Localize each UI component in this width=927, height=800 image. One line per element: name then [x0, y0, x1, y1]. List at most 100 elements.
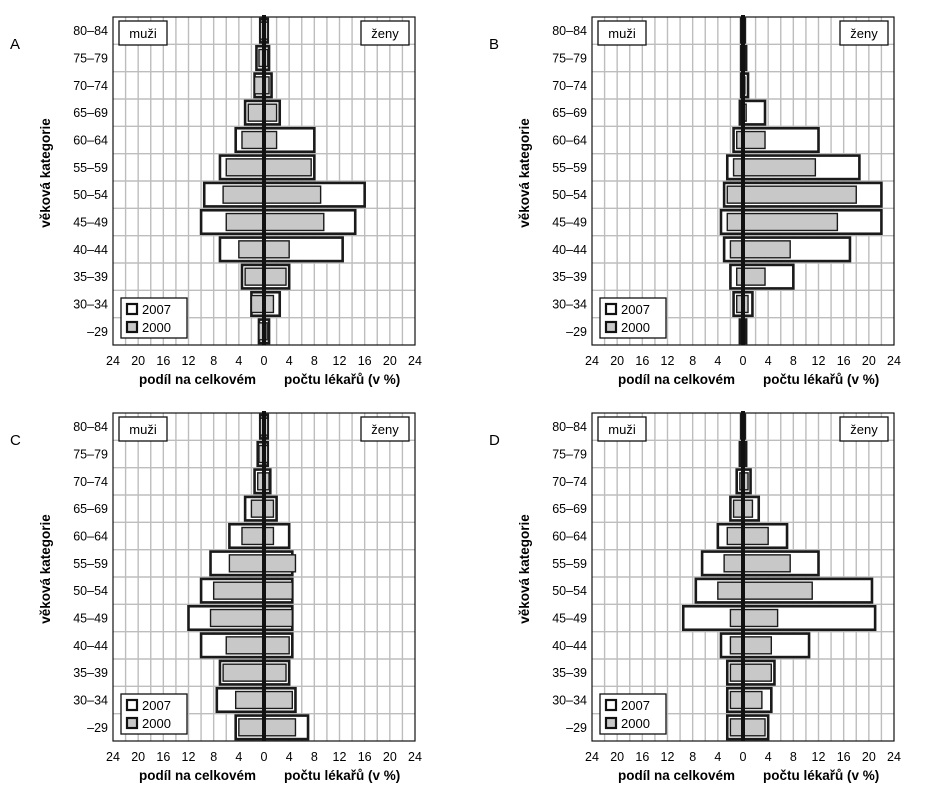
category-label: 50–54 [552, 188, 587, 202]
category-label: 70–74 [73, 79, 108, 93]
legend-label-2000: 2000 [621, 320, 650, 335]
bar-2000-women [742, 636, 773, 655]
category-label: 60–64 [552, 530, 587, 544]
legend-swatch-2007 [604, 698, 618, 712]
x-tick-label: 12 [333, 750, 347, 764]
category-label: 40–44 [552, 639, 587, 653]
legend-swatch-2007 [125, 698, 139, 712]
x-tick-label: 16 [358, 750, 372, 764]
category-label: 65–69 [552, 502, 587, 516]
panel-B: B 80–84 75–79 70–74 65–69 60–64 55–59 50–54 45–4… [489, 15, 901, 387]
category-label: 50–54 [73, 188, 108, 202]
bar-2000-women [263, 158, 312, 177]
bar-2000-men [241, 526, 265, 546]
bar-2000-men [726, 212, 744, 232]
bar-2000-women [263, 636, 290, 655]
x-tick-label: 8 [689, 354, 696, 368]
bar-2000-men [234, 690, 265, 710]
category-label: 45–49 [73, 216, 108, 230]
category-label: 80–84 [552, 24, 587, 38]
x-axis-label-left: podíl na celkovém [618, 768, 735, 783]
x-tick-label: 24 [585, 750, 599, 764]
category-label: 35–39 [73, 270, 108, 284]
bar-2000-men [225, 636, 265, 655]
x-tick-label: 4 [765, 354, 772, 368]
panel-label: D [489, 432, 500, 449]
x-axis-label-left: podíl na celkovém [618, 372, 735, 387]
men-box [597, 416, 647, 442]
x-tick-label: 24 [408, 750, 422, 764]
category-label: –29 [87, 721, 108, 735]
x-tick-label: 8 [311, 354, 318, 368]
category-label: 30–34 [73, 694, 108, 708]
x-tick-label: 20 [610, 750, 624, 764]
bar-2000-women [742, 240, 791, 259]
bar-2000-women [742, 690, 763, 710]
legend-swatch-2000 [125, 716, 139, 730]
bar-2000-men [244, 267, 265, 286]
x-axis-label-right: počtu lékařů (v %) [763, 768, 879, 783]
bar-2000-women [742, 608, 779, 628]
bar-2000-women [263, 267, 287, 286]
x-tick-label: 12 [812, 750, 826, 764]
bar-2000-women [263, 690, 294, 710]
category-label: 55–59 [73, 161, 108, 175]
bar-2000-women [263, 554, 297, 573]
bar-2000-women [742, 526, 769, 546]
bar-2000-women [742, 663, 773, 682]
x-tick-label: 8 [689, 750, 696, 764]
x-tick-label: 20 [862, 354, 876, 368]
x-tick-label: 24 [106, 750, 120, 764]
x-axis-label-right: počtu lékařů (v %) [284, 768, 400, 783]
bar-2000-women [742, 158, 817, 177]
panel-D: D 80–84 75–79 70–74 65–69 60–64 55–59 50–54 45–4… [489, 411, 901, 783]
panel-A: A 80–84 75–79 70–74 65–69 60–64 55–59 50–54 45–4… [10, 15, 422, 387]
panel-label: A [10, 36, 20, 53]
men-box [118, 416, 168, 442]
x-tick-label: 16 [156, 750, 170, 764]
x-tick-label: 4 [714, 354, 721, 368]
legend-swatch-2007 [125, 302, 139, 316]
category-label: 60–64 [73, 134, 108, 148]
category-label: 75–79 [73, 52, 108, 66]
category-label: 45–49 [552, 612, 587, 626]
category-label: 70–74 [73, 475, 108, 489]
category-label: 55–59 [552, 161, 587, 175]
bar-2000-men [222, 185, 265, 204]
bar-2000-women [742, 185, 857, 204]
category-label: 60–64 [73, 530, 108, 544]
x-tick-label: 20 [131, 354, 145, 368]
x-tick-label: 16 [837, 354, 851, 368]
category-label: 55–59 [73, 557, 108, 571]
x-axis-label-left: podíl na celkovém [139, 372, 256, 387]
plot-frame [591, 16, 895, 346]
legend-swatch-2000 [125, 320, 139, 334]
bar-2000-women [742, 212, 839, 232]
x-tick-label: 4 [235, 750, 242, 764]
category-label: –29 [87, 325, 108, 339]
category-label: 45–49 [73, 612, 108, 626]
x-tick-label: 16 [358, 354, 372, 368]
x-tick-label: 24 [585, 354, 599, 368]
bar-2000-men [222, 663, 265, 682]
x-tick-label: 4 [235, 354, 242, 368]
category-label: 70–74 [552, 79, 587, 93]
panel-C: C 80–84 75–79 70–74 65–69 60–64 55–59 50–54 45–4… [10, 411, 422, 783]
x-tick-label: 24 [106, 354, 120, 368]
men-box-label: muži [608, 422, 636, 437]
x-tick-label: 8 [210, 354, 217, 368]
legend-label-2007: 2007 [142, 302, 171, 317]
category-label: 30–34 [552, 298, 587, 312]
category-label: 45–49 [552, 216, 587, 230]
category-label: 30–34 [73, 298, 108, 312]
x-tick-label: 12 [812, 354, 826, 368]
category-label: 35–39 [73, 666, 108, 680]
men-box-label: muži [129, 26, 157, 41]
category-label: 55–59 [552, 557, 587, 571]
legend-label-2007: 2007 [621, 302, 650, 317]
plot-frame [112, 412, 416, 742]
bar-2000-men [238, 718, 265, 737]
women-box [839, 416, 889, 442]
plot-frame [591, 412, 895, 742]
x-tick-label: 24 [887, 354, 901, 368]
